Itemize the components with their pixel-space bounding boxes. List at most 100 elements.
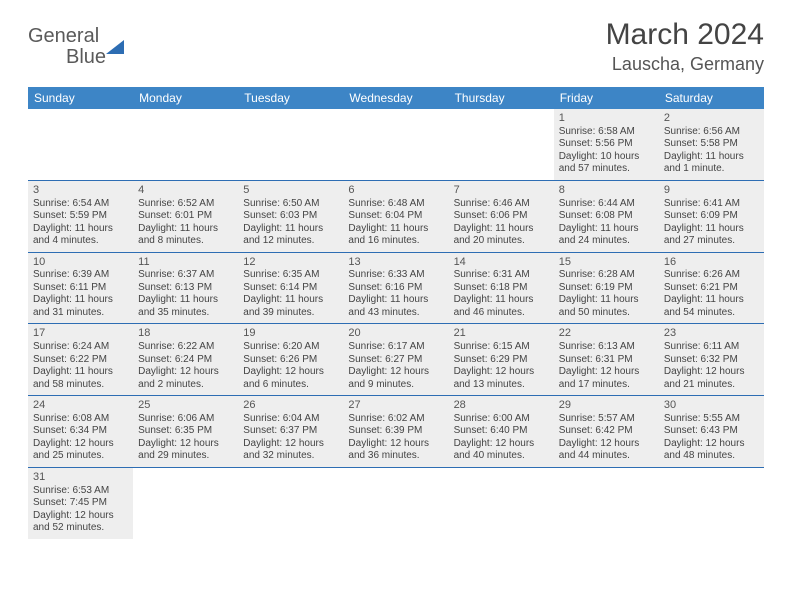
daylight-text: Daylight: 12 hours and 13 minutes. xyxy=(454,366,549,391)
sunrise-text: Sunrise: 6:41 AM xyxy=(664,198,759,211)
day-cell: 4Sunrise: 6:52 AMSunset: 6:01 PMDaylight… xyxy=(133,181,238,252)
daylight-text: Daylight: 11 hours and 8 minutes. xyxy=(138,223,233,248)
daylight-text: Daylight: 12 hours and 36 minutes. xyxy=(348,438,443,463)
sunset-text: Sunset: 6:09 PM xyxy=(664,210,759,223)
week-row: 24Sunrise: 6:08 AMSunset: 6:34 PMDayligh… xyxy=(28,396,764,468)
empty-cell xyxy=(343,468,448,539)
day-cell: 8Sunrise: 6:44 AMSunset: 6:08 PMDaylight… xyxy=(554,181,659,252)
day-number: 22 xyxy=(559,327,654,341)
empty-cell xyxy=(238,109,343,180)
day-cell: 22Sunrise: 6:13 AMSunset: 6:31 PMDayligh… xyxy=(554,324,659,395)
sunset-text: Sunset: 6:06 PM xyxy=(454,210,549,223)
sunset-text: Sunset: 6:32 PM xyxy=(664,354,759,367)
empty-cell xyxy=(659,468,764,539)
weekday-tue: Tuesday xyxy=(238,87,343,109)
day-cell: 29Sunrise: 5:57 AMSunset: 6:42 PMDayligh… xyxy=(554,396,659,467)
weekday-header: Sunday Monday Tuesday Wednesday Thursday… xyxy=(28,87,764,109)
sunset-text: Sunset: 6:34 PM xyxy=(33,425,128,438)
sunrise-text: Sunrise: 6:17 AM xyxy=(348,341,443,354)
sunset-text: Sunset: 6:08 PM xyxy=(559,210,654,223)
day-number: 9 xyxy=(664,184,759,198)
day-cell: 9Sunrise: 6:41 AMSunset: 6:09 PMDaylight… xyxy=(659,181,764,252)
day-cell: 24Sunrise: 6:08 AMSunset: 6:34 PMDayligh… xyxy=(28,396,133,467)
day-number: 20 xyxy=(348,327,443,341)
empty-cell xyxy=(133,468,238,539)
sunrise-text: Sunrise: 6:52 AM xyxy=(138,198,233,211)
day-cell: 20Sunrise: 6:17 AMSunset: 6:27 PMDayligh… xyxy=(343,324,448,395)
location-label: Lauscha, Germany xyxy=(606,54,764,75)
daylight-text: Daylight: 12 hours and 9 minutes. xyxy=(348,366,443,391)
sunrise-text: Sunrise: 6:54 AM xyxy=(33,198,128,211)
week-row: 17Sunrise: 6:24 AMSunset: 6:22 PMDayligh… xyxy=(28,324,764,396)
header: General Blue March 2024 Lauscha, Germany xyxy=(28,18,764,75)
day-number: 14 xyxy=(454,256,549,270)
daylight-text: Daylight: 12 hours and 52 minutes. xyxy=(33,510,128,535)
day-number: 2 xyxy=(664,112,759,126)
daylight-text: Daylight: 11 hours and 16 minutes. xyxy=(348,223,443,248)
day-cell: 3Sunrise: 6:54 AMSunset: 5:59 PMDaylight… xyxy=(28,181,133,252)
daylight-text: Daylight: 12 hours and 21 minutes. xyxy=(664,366,759,391)
sunset-text: Sunset: 6:11 PM xyxy=(33,282,128,295)
sunrise-text: Sunrise: 6:44 AM xyxy=(559,198,654,211)
sunrise-text: Sunrise: 6:50 AM xyxy=(243,198,338,211)
sunrise-text: Sunrise: 6:24 AM xyxy=(33,341,128,354)
sunrise-text: Sunrise: 6:20 AM xyxy=(243,341,338,354)
sunset-text: Sunset: 6:16 PM xyxy=(348,282,443,295)
daylight-text: Daylight: 12 hours and 32 minutes. xyxy=(243,438,338,463)
day-cell: 6Sunrise: 6:48 AMSunset: 6:04 PMDaylight… xyxy=(343,181,448,252)
sunrise-text: Sunrise: 6:37 AM xyxy=(138,269,233,282)
day-number: 11 xyxy=(138,256,233,270)
sunset-text: Sunset: 6:22 PM xyxy=(33,354,128,367)
sunrise-text: Sunrise: 6:13 AM xyxy=(559,341,654,354)
sunrise-text: Sunrise: 6:53 AM xyxy=(33,485,128,498)
daylight-text: Daylight: 12 hours and 48 minutes. xyxy=(664,438,759,463)
daylight-text: Daylight: 11 hours and 31 minutes. xyxy=(33,294,128,319)
sunrise-text: Sunrise: 6:35 AM xyxy=(243,269,338,282)
daylight-text: Daylight: 11 hours and 39 minutes. xyxy=(243,294,338,319)
daylight-text: Daylight: 12 hours and 6 minutes. xyxy=(243,366,338,391)
day-cell: 26Sunrise: 6:04 AMSunset: 6:37 PMDayligh… xyxy=(238,396,343,467)
day-cell: 7Sunrise: 6:46 AMSunset: 6:06 PMDaylight… xyxy=(449,181,554,252)
sunset-text: Sunset: 6:01 PM xyxy=(138,210,233,223)
weeks-container: 1Sunrise: 6:58 AMSunset: 5:56 PMDaylight… xyxy=(28,109,764,539)
daylight-text: Daylight: 11 hours and 58 minutes. xyxy=(33,366,128,391)
week-row: 3Sunrise: 6:54 AMSunset: 5:59 PMDaylight… xyxy=(28,181,764,253)
daylight-text: Daylight: 11 hours and 4 minutes. xyxy=(33,223,128,248)
day-cell: 19Sunrise: 6:20 AMSunset: 6:26 PMDayligh… xyxy=(238,324,343,395)
empty-cell xyxy=(449,109,554,180)
day-number: 23 xyxy=(664,327,759,341)
empty-cell xyxy=(133,109,238,180)
daylight-text: Daylight: 11 hours and 50 minutes. xyxy=(559,294,654,319)
daylight-text: Daylight: 11 hours and 43 minutes. xyxy=(348,294,443,319)
empty-cell xyxy=(554,468,659,539)
sunrise-text: Sunrise: 6:04 AM xyxy=(243,413,338,426)
daylight-text: Daylight: 12 hours and 29 minutes. xyxy=(138,438,233,463)
sunrise-text: Sunrise: 6:15 AM xyxy=(454,341,549,354)
empty-cell xyxy=(28,109,133,180)
sunrise-text: Sunrise: 6:22 AM xyxy=(138,341,233,354)
sunrise-text: Sunrise: 6:11 AM xyxy=(664,341,759,354)
sunset-text: Sunset: 6:29 PM xyxy=(454,354,549,367)
weekday-sat: Saturday xyxy=(659,87,764,109)
day-number: 1 xyxy=(559,112,654,126)
day-cell: 27Sunrise: 6:02 AMSunset: 6:39 PMDayligh… xyxy=(343,396,448,467)
day-cell: 16Sunrise: 6:26 AMSunset: 6:21 PMDayligh… xyxy=(659,253,764,324)
day-number: 29 xyxy=(559,399,654,413)
day-number: 26 xyxy=(243,399,338,413)
sunset-text: Sunset: 6:24 PM xyxy=(138,354,233,367)
day-number: 6 xyxy=(348,184,443,198)
sunset-text: Sunset: 6:37 PM xyxy=(243,425,338,438)
sunrise-text: Sunrise: 6:00 AM xyxy=(454,413,549,426)
sunset-text: Sunset: 5:58 PM xyxy=(664,138,759,151)
day-number: 27 xyxy=(348,399,443,413)
daylight-text: Daylight: 12 hours and 44 minutes. xyxy=(559,438,654,463)
day-number: 15 xyxy=(559,256,654,270)
logo-text-general: General xyxy=(28,25,99,47)
day-cell: 2Sunrise: 6:56 AMSunset: 5:58 PMDaylight… xyxy=(659,109,764,180)
sunrise-text: Sunrise: 6:28 AM xyxy=(559,269,654,282)
sunrise-text: Sunrise: 6:48 AM xyxy=(348,198,443,211)
day-cell: 5Sunrise: 6:50 AMSunset: 6:03 PMDaylight… xyxy=(238,181,343,252)
title-block: March 2024 Lauscha, Germany xyxy=(606,18,764,75)
day-cell: 21Sunrise: 6:15 AMSunset: 6:29 PMDayligh… xyxy=(449,324,554,395)
day-number: 16 xyxy=(664,256,759,270)
